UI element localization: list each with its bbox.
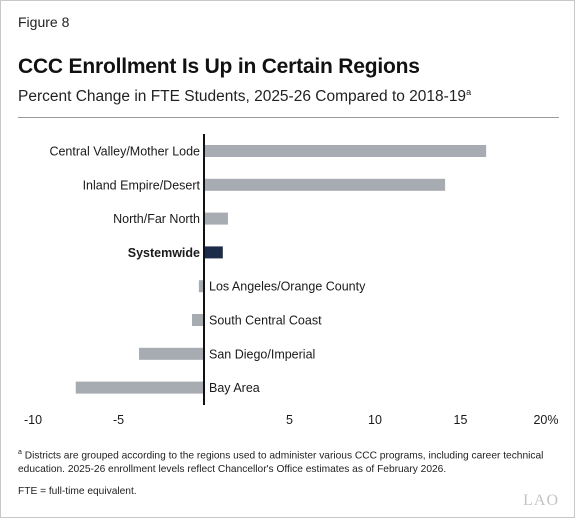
chart-subtitle: Percent Change in FTE Students, 2025-26 … [18, 87, 471, 106]
chart-subtitle-text: Percent Change in FTE Students, 2025-26 … [18, 88, 467, 106]
category-label: South Central Coast [209, 314, 322, 328]
x-tick-label: -5 [113, 413, 124, 427]
category-label: Bay Area [209, 381, 260, 395]
category-label: San Diego/Imperial [209, 347, 315, 361]
category-label: Inland Empire/Desert [83, 178, 201, 192]
x-tick-label: 15 [454, 413, 468, 427]
footnote-a-text: Districts are grouped according to the r… [18, 450, 544, 476]
category-label: Systemwide [128, 246, 200, 260]
x-tick-label: 5 [286, 413, 293, 427]
bar-bay-area [75, 381, 204, 394]
footnote-fte: FTE = full-time equivalent. [18, 486, 137, 498]
bar-san-diego-imperial [139, 347, 204, 360]
bar-north-far-north [204, 212, 228, 225]
bar-inland-empire-desert [204, 178, 446, 191]
bar-south-central-coast [192, 314, 204, 326]
category-label: North/Far North [113, 212, 200, 226]
bar-systemwide [204, 246, 223, 259]
footnotes: a Districts are grouped according to the… [18, 446, 563, 507]
footnote-a: a Districts are grouped according to the… [18, 446, 563, 477]
footnote-a-mark: a [18, 449, 22, 456]
lao-logo: LAO [523, 492, 559, 509]
bar-chart: Central Valley/Mother Lode Inland Empire/… [24, 134, 559, 427]
x-tick-label: -10 [24, 413, 42, 427]
x-tick-label: 20% [533, 413, 558, 427]
bar-central-valley-mother-lode [204, 145, 487, 157]
title-divider [18, 117, 559, 118]
category-label: Los Angeles/Orange County [209, 280, 366, 294]
category-label: Central Valley/Mother Lode [49, 145, 200, 159]
subtitle-footnote-mark: a [466, 87, 472, 97]
figure-label: Figure 8 [18, 14, 70, 30]
chart-title: CCC Enrollment Is Up in Certain Regions [18, 55, 420, 78]
bar-los-angeles-orange-county [198, 280, 204, 293]
x-tick-label: 10 [368, 413, 382, 427]
